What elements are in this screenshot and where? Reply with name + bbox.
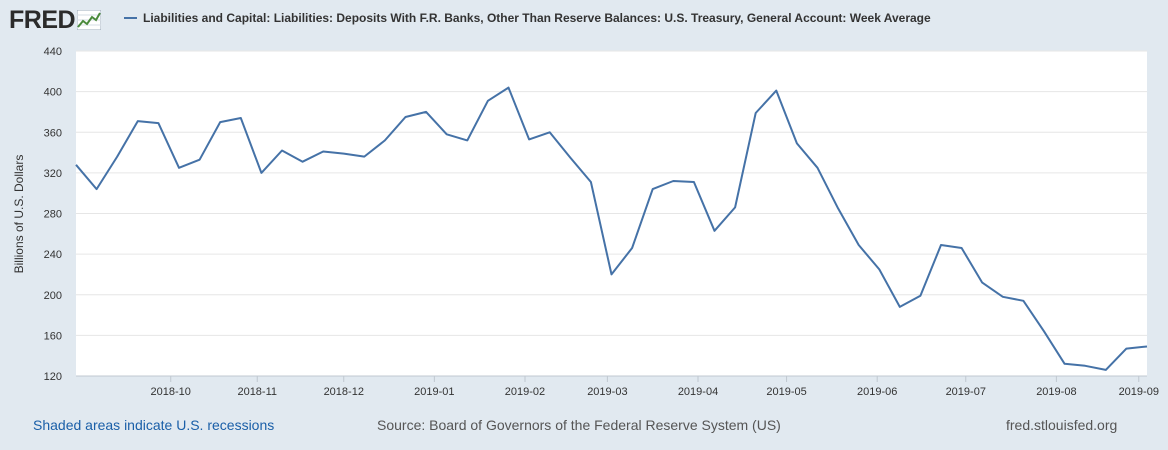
- line-chart-icon: [77, 10, 102, 30]
- legend-swatch: [124, 17, 137, 19]
- x-tick-label: 2019-07: [946, 386, 986, 398]
- y-tick-label: 400: [44, 87, 62, 99]
- gridlines: [76, 50, 1147, 377]
- y-tick-label: 440: [44, 46, 62, 58]
- chart-footer: Shaded areas indicate U.S. recessions So…: [0, 415, 1168, 437]
- x-tick-label: 2019-03: [587, 386, 627, 398]
- x-tick-label: 2019-08: [1036, 386, 1076, 398]
- x-tick-label: 2019-01: [414, 386, 454, 398]
- fred-logo-text: FRED: [9, 5, 76, 34]
- chart-header: FRED Liabilities and Capital: Liabilitie…: [0, 0, 1168, 40]
- series-line[interactable]: [75, 86, 1148, 371]
- source-note: Source: Board of Governors of the Federa…: [377, 417, 781, 433]
- x-tick-label: 2018-12: [324, 386, 364, 398]
- x-axis-ticks: 2018-10 2018-11 2018-12 2019-01 2019-02 2019-…: [151, 376, 1159, 398]
- legend-label: Liabilities and Capital: Liabilities: De…: [143, 11, 931, 25]
- y-tick-label: 360: [44, 127, 62, 139]
- y-tick-label: 120: [44, 371, 62, 383]
- chart-legend[interactable]: Liabilities and Capital: Liabilities: De…: [124, 11, 931, 25]
- fred-logo[interactable]: FRED: [9, 5, 102, 34]
- x-tick-label: 2019-06: [857, 386, 897, 398]
- y-tick-label: 240: [44, 249, 62, 261]
- y-axis-ticks: 120 160 200 240 280 320 360 400 440: [44, 46, 62, 383]
- recession-note-link[interactable]: Shaded areas indicate U.S. recessions: [33, 417, 275, 433]
- x-tick-label: 2019-02: [505, 386, 545, 398]
- x-tick-label: 2019-09: [1119, 386, 1159, 398]
- site-url[interactable]: fred.stlouisfed.org: [1006, 417, 1118, 433]
- y-tick-label: 200: [44, 290, 62, 302]
- x-tick-label: 2019-04: [678, 386, 718, 398]
- y-tick-label: 160: [44, 330, 62, 342]
- x-tick-label: 2018-10: [151, 386, 191, 398]
- y-axis-title: Billions of U.S. Dollars: [12, 155, 26, 274]
- x-tick-label: 2019-05: [766, 386, 806, 398]
- x-tick-label: 2018-11: [237, 386, 277, 398]
- y-tick-label: 280: [44, 209, 62, 221]
- y-tick-label: 320: [44, 168, 62, 180]
